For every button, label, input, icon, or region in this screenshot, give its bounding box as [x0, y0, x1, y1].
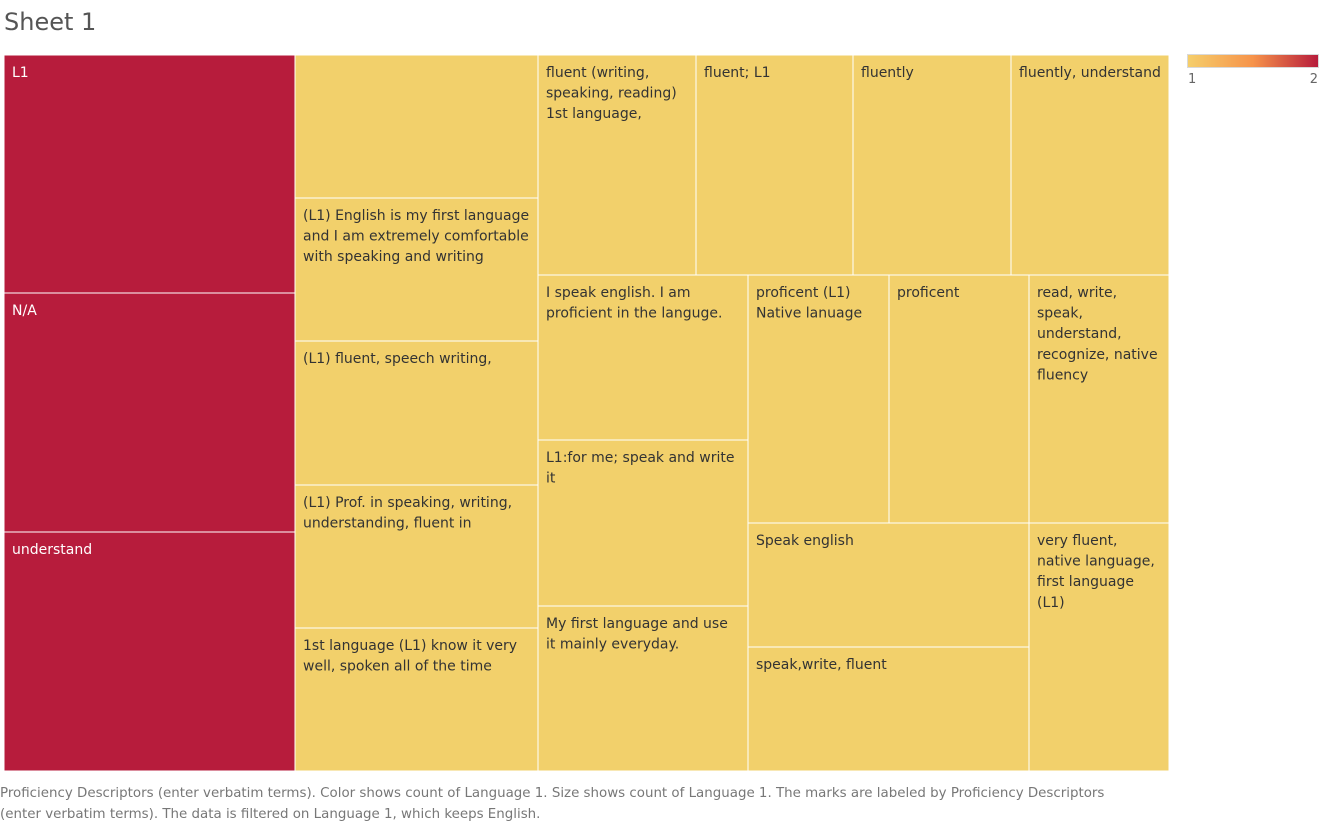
- treemap-cell-label: fluently, understand: [1019, 65, 1161, 81]
- treemap-cell[interactable]: 1st language (L1) know it very well, spok…: [294, 627, 539, 772]
- treemap-cell-label: and I am extremely comfortable: [303, 229, 529, 245]
- treemap-cell-rect[interactable]: [1028, 274, 1170, 524]
- treemap-cell-rect[interactable]: [695, 54, 854, 276]
- treemap-cell-label: (L1) English is my first language: [303, 208, 529, 224]
- color-legend: 1 2: [1187, 54, 1319, 94]
- treemap-cell-label: understand,: [1037, 326, 1122, 342]
- treemap-cell-label: speak,write, fluent: [756, 657, 887, 673]
- treemap-cell-rect[interactable]: [294, 197, 539, 342]
- treemap-cell-label: fluently: [861, 65, 914, 81]
- treemap-cell-label: understand: [12, 542, 92, 558]
- treemap-cell[interactable]: fluently, understand: [1010, 54, 1170, 276]
- treemap-cell-rect[interactable]: [1028, 522, 1170, 772]
- treemap-cell-label: Speak english: [756, 533, 854, 549]
- treemap-cell[interactable]: [294, 54, 539, 199]
- treemap-cell-label: with speaking and writing: [303, 249, 484, 265]
- treemap-cell-label: I speak english. I am: [546, 285, 691, 301]
- treemap-cell-label: native language,: [1037, 554, 1155, 570]
- treemap-cell-label: it mainly everyday.: [546, 637, 679, 653]
- treemap-cell-label: (L1) fluent, speech writing,: [303, 351, 492, 367]
- treemap-cell-label: it: [546, 471, 556, 487]
- treemap-cell[interactable]: very fluent, native language, first langua…: [1028, 522, 1170, 772]
- treemap-cell[interactable]: fluent (writing, speaking, reading) 1st la…: [537, 54, 697, 276]
- treemap-cell-rect[interactable]: [294, 340, 539, 486]
- treemap-cell[interactable]: My first language and use it mainly every…: [537, 605, 749, 772]
- treemap-cell-label: My first language and use: [546, 616, 728, 632]
- treemap-cell[interactable]: I speak english. I am proficient in the l…: [537, 274, 749, 441]
- treemap-cell-rect[interactable]: [888, 274, 1030, 524]
- treemap-cell-rect[interactable]: [747, 274, 890, 524]
- treemap-cell-rect[interactable]: [537, 605, 749, 772]
- treemap-cell-label: fluent; L1: [704, 65, 771, 81]
- treemap-cell-label: fluent (writing,: [546, 65, 649, 81]
- treemap-cell[interactable]: L1:for me; speak and write it: [537, 439, 749, 607]
- treemap-cell-label: speaking, reading): [546, 86, 677, 102]
- treemap-cell-label: L1: [12, 65, 29, 81]
- treemap-cell-label: recognize, native: [1037, 347, 1158, 363]
- treemap-cell-label: speak,: [1037, 306, 1083, 322]
- treemap-cell-rect[interactable]: [747, 646, 1030, 772]
- treemap-cell-label: 1st language,: [546, 106, 642, 122]
- treemap-cell[interactable]: (L1) Prof. in speaking, writing, understa…: [294, 484, 539, 629]
- treemap-cell[interactable]: Speak english: [747, 522, 1030, 648]
- treemap-cell[interactable]: N/A: [3, 292, 296, 533]
- treemap-cell-label: N/A: [12, 303, 37, 319]
- treemap-cell[interactable]: (L1) English is my first language and I a…: [294, 197, 539, 342]
- treemap-cell-rect[interactable]: [294, 484, 539, 629]
- treemap-cell-label: 1st language (L1) know it very: [303, 638, 517, 654]
- caption-line-2: (enter verbatim terms). The data is filt…: [0, 806, 541, 822]
- treemap-cell[interactable]: L1: [3, 54, 296, 294]
- treemap-cell-rect[interactable]: [3, 531, 296, 772]
- treemap-cell-label: well, spoken all of the time: [303, 659, 492, 675]
- treemap-cell-label: proficent: [897, 285, 960, 301]
- caption-line-1: Proficiency Descriptors (enter verbatim …: [0, 786, 1105, 801]
- treemap-cell-rect[interactable]: [537, 274, 749, 441]
- legend-min-label: 1: [1188, 72, 1197, 87]
- chart-caption: Proficiency Descriptors (enter verbatim …: [0, 784, 1200, 825]
- treemap-cell[interactable]: read, write, speak, understand, recognize, …: [1028, 274, 1170, 524]
- treemap-cell-rect[interactable]: [294, 54, 539, 199]
- treemap-cell-label: fluency: [1037, 367, 1088, 383]
- legend-max-label: 2: [1309, 72, 1318, 87]
- treemap-cell[interactable]: understand: [3, 531, 296, 772]
- treemap-cell-rect[interactable]: [3, 292, 296, 533]
- treemap-cell-rect[interactable]: [294, 627, 539, 772]
- treemap-cell-label: proficent (L1): [756, 285, 850, 301]
- treemap-cell-rect[interactable]: [1010, 54, 1170, 276]
- treemap-cell-label: (L1) Prof. in speaking, writing,: [303, 495, 512, 511]
- treemap-cell-label: Native lanuage: [756, 306, 862, 322]
- treemap-cell-label: proficient in the languge.: [546, 306, 722, 322]
- treemap-cell-label: read, write,: [1037, 285, 1117, 301]
- treemap-cell-label: L1:for me; speak and write: [546, 450, 734, 466]
- color-legend-bar: [1187, 54, 1319, 68]
- treemap-cell-label: first language: [1037, 574, 1134, 590]
- treemap-cell[interactable]: proficent: [888, 274, 1030, 524]
- treemap-cell-rect[interactable]: [852, 54, 1012, 276]
- treemap-cell[interactable]: fluent; L1: [695, 54, 854, 276]
- treemap-cell[interactable]: fluently: [852, 54, 1012, 276]
- treemap-cell-rect[interactable]: [537, 439, 749, 607]
- treemap-cell[interactable]: proficent (L1) Native lanuage: [747, 274, 890, 524]
- treemap-cell[interactable]: (L1) fluent, speech writing,: [294, 340, 539, 486]
- treemap-cell-rect[interactable]: [3, 54, 296, 294]
- treemap-cell[interactable]: speak,write, fluent: [747, 646, 1030, 772]
- treemap-cell-label: very fluent,: [1037, 533, 1118, 549]
- sheet-title: Sheet 1: [4, 8, 97, 36]
- treemap-cell-label: (L1): [1037, 595, 1065, 611]
- treemap-cell-label: understanding, fluent in: [303, 516, 472, 532]
